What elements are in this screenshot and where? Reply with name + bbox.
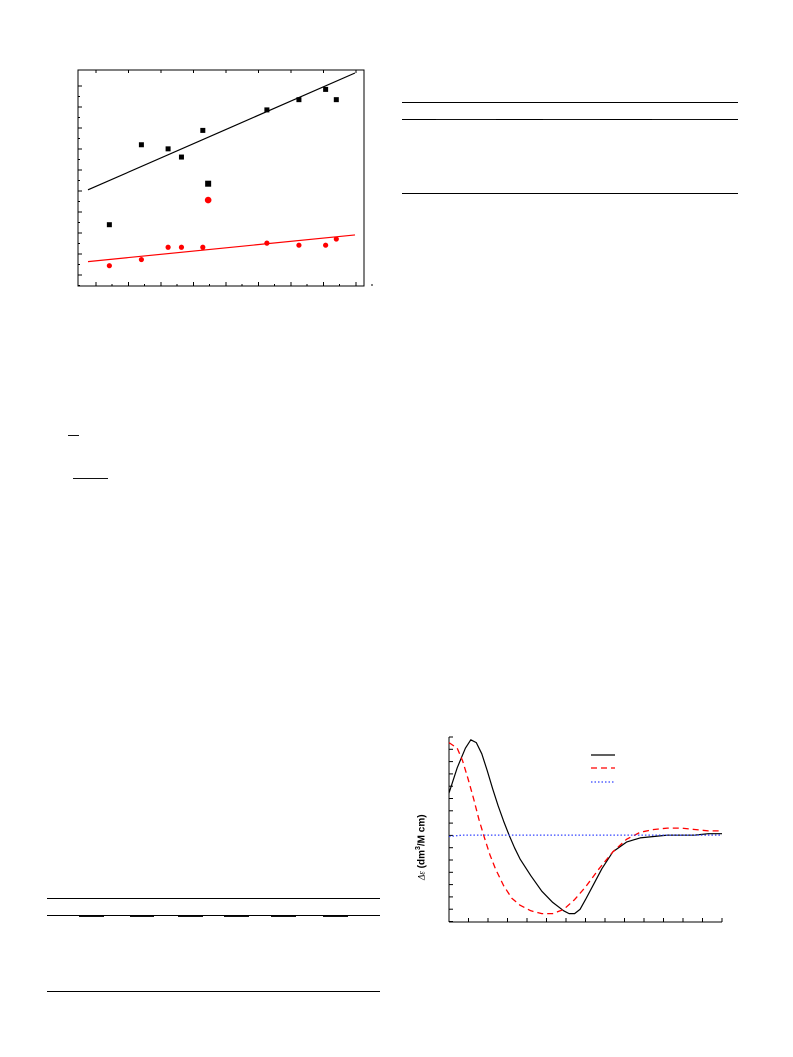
scatter-point-circle	[106, 263, 112, 269]
table2-bottom-rule	[47, 991, 380, 992]
scatter-point-circle	[178, 244, 185, 250]
scatter-point-square	[138, 142, 144, 148]
scatter-point-circle	[333, 236, 339, 242]
table2-column-rule-5	[271, 916, 296, 917]
cd-series-line-1	[448, 739, 722, 915]
scatter-plot-frame	[77, 69, 365, 287]
scatter-point-square	[323, 86, 329, 92]
scatter-point-circle	[264, 240, 270, 246]
table2-column-rule-6	[323, 916, 348, 917]
scatter-point-circle	[204, 196, 212, 204]
scatter-point-circle	[323, 242, 329, 248]
cd-y-axis-label-unit: (dm	[416, 850, 428, 869]
table-column-rule-1	[436, 119, 496, 120]
table2-top-rule	[47, 898, 380, 899]
scatter-point-square	[178, 154, 184, 160]
table-top-rule	[402, 102, 738, 103]
cd-y-axis-label-exponent: 3	[415, 846, 422, 851]
scatter-fit-line-1	[87, 72, 356, 191]
table-column-rule-3	[652, 119, 710, 120]
scatter-point-circle	[165, 244, 171, 250]
scatter-fit-line-2	[87, 234, 356, 263]
table2-header-rule	[47, 915, 380, 916]
cd-y-axis-label-unit-rest: /M cm)	[416, 814, 428, 847]
scatter-point-square	[165, 146, 171, 152]
table2-column-rule-2	[130, 916, 154, 917]
table2-column-rule-3	[178, 916, 203, 917]
cd-y-axis-label: Δε (dm3/M cm)	[415, 814, 427, 880]
scatter-point-square	[333, 97, 339, 103]
scatter-point-square	[205, 180, 212, 187]
table-bottom-rule	[402, 193, 738, 194]
scatter-point-circle	[138, 256, 144, 263]
table-column-rule-2	[543, 119, 600, 120]
cd-series-line-3	[448, 834, 722, 838]
scatter-point-square	[296, 97, 302, 103]
scatter-point-circle	[296, 242, 302, 248]
scatter-point-square	[106, 222, 112, 228]
scatter-point-square	[200, 127, 206, 133]
scatter-point-square	[264, 107, 270, 113]
fraction-bar-1	[68, 435, 79, 436]
table2-column-rule-4	[224, 916, 249, 917]
fraction-bar-2	[73, 478, 108, 479]
cd-y-axis-label-symbol: Δε	[416, 871, 427, 880]
table2-column-rule-1	[79, 916, 104, 917]
cd-series-line-2	[448, 742, 722, 915]
scatter-point-circle	[200, 244, 206, 250]
